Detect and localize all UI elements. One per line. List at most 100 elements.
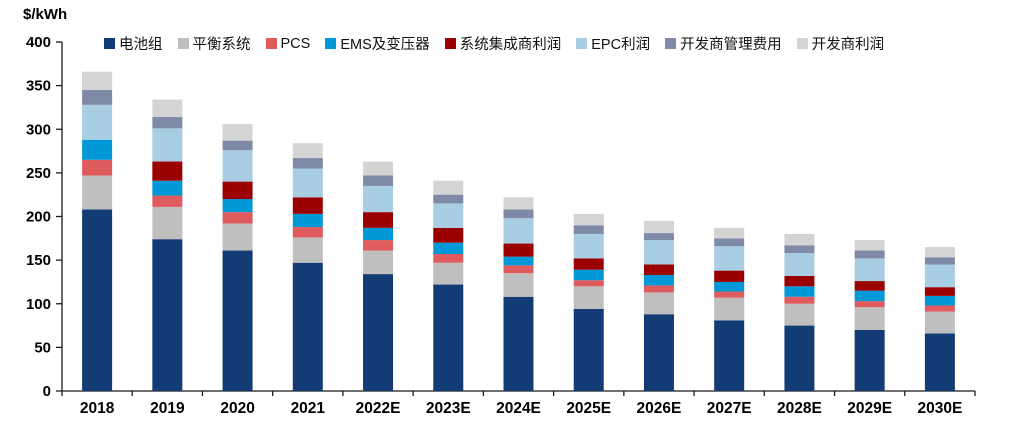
bar-segment — [714, 270, 745, 282]
bar-segment — [503, 256, 534, 266]
bar-segment — [924, 333, 955, 391]
bar-segment — [854, 301, 885, 308]
bar-segment — [222, 140, 253, 151]
bar-segment — [854, 290, 885, 302]
bar-segment — [714, 281, 745, 292]
bar-segment — [363, 250, 394, 275]
legend-swatch-icon — [177, 38, 189, 49]
bar-segment — [784, 303, 815, 326]
bar-segment — [152, 117, 183, 129]
bar-segment — [222, 181, 253, 200]
bar-segment — [292, 262, 323, 391]
chart-legend: 电池组 平衡系统 PCS EMS及变压器 系统集成商利润 EPC利润 开发商管理费用 开发商利… — [104, 33, 899, 54]
x-tick-label: 2024E — [496, 400, 541, 417]
bar-segment — [854, 307, 885, 330]
bar-segment — [292, 213, 323, 227]
legend-label: 平衡系统 — [192, 37, 251, 53]
bar-segment — [854, 329, 885, 391]
bar-segment — [643, 285, 674, 293]
bar-segment — [82, 104, 113, 140]
bar-segment — [643, 220, 674, 234]
bar-segment — [363, 161, 394, 176]
legend-label: 开发商管理费用 — [680, 37, 782, 53]
y-tick-label: 0 — [43, 383, 51, 400]
bar-segment — [643, 314, 674, 391]
legend-swatch-icon — [796, 38, 808, 49]
x-tick-label: 2018 — [80, 400, 115, 417]
bar-segment — [573, 269, 604, 281]
legend-swatch-icon — [444, 38, 456, 49]
legend-item: 开发商管理费用 — [665, 33, 782, 54]
legend-swatch-icon — [325, 38, 337, 49]
bar-segment — [152, 180, 183, 196]
bar-segment — [292, 226, 323, 238]
legend-item: 电池组 — [104, 33, 163, 54]
y-tick-label: 50 — [34, 339, 51, 356]
bar-segment — [363, 175, 394, 186]
bar-segment — [292, 158, 323, 169]
legend-label: 系统集成商利润 — [459, 37, 562, 53]
y-tick-label: 400 — [26, 34, 51, 51]
bar-segment — [222, 150, 253, 182]
legend-item: EMS及变压器 — [325, 33, 430, 54]
x-tick-label: 2029E — [847, 400, 892, 417]
bar-segment — [363, 240, 394, 251]
legend-swatch-icon — [104, 38, 115, 49]
x-tick-label: 2021 — [291, 400, 326, 417]
bar-segment — [292, 168, 323, 198]
bar-segment — [433, 262, 464, 285]
bar-segment — [503, 265, 534, 274]
bar-segment — [643, 292, 674, 315]
x-tick-label: 2020 — [220, 400, 254, 417]
x-tick-label: 2026E — [637, 400, 682, 417]
legend-item: 系统集成商利润 — [444, 33, 562, 54]
bar-segment — [152, 195, 183, 207]
bar-segment — [222, 223, 253, 251]
bar-segment — [924, 257, 955, 265]
bar-segment — [433, 284, 464, 391]
y-tick-label: 200 — [26, 209, 51, 226]
legend-label: 电池组 — [119, 37, 163, 53]
bar-segment — [924, 311, 955, 334]
bar-segment — [854, 258, 885, 282]
bar-segment — [363, 274, 394, 391]
bar-segment — [222, 212, 253, 224]
bar-segment — [433, 194, 464, 204]
bar-segment — [643, 264, 674, 275]
bar-segment — [924, 264, 955, 288]
bar-segment — [433, 242, 464, 255]
legend-label: PCS — [280, 35, 311, 52]
bar-segment — [784, 275, 815, 287]
bar-segment — [503, 218, 534, 244]
legend-swatch-icon — [265, 38, 277, 49]
x-tick-label: 2027E — [707, 400, 752, 417]
legend-item: 开发商利润 — [796, 33, 884, 54]
bar-segment — [784, 296, 815, 304]
bar-segment — [503, 243, 534, 257]
bar-segment — [643, 233, 674, 241]
bar-segment — [82, 175, 113, 210]
bar-segment — [854, 250, 885, 259]
bar-segment — [503, 209, 534, 219]
bar-segment — [924, 305, 955, 312]
bar-segment — [152, 239, 183, 391]
bar-segment — [714, 238, 745, 247]
legend-item: EPC利润 — [576, 33, 650, 54]
y-axis-title: $/kWh — [23, 6, 68, 23]
bar-segment — [82, 89, 113, 105]
bar-segment — [152, 99, 183, 118]
bar-segment — [643, 240, 674, 265]
bar-segment — [363, 212, 394, 228]
bar-segment — [573, 258, 604, 270]
bar-segment — [573, 213, 604, 226]
bar-segment — [573, 280, 604, 287]
bar-segment — [222, 124, 253, 141]
bar-segment — [573, 308, 604, 391]
y-tick-label: 250 — [26, 165, 51, 182]
x-tick-label: 2028E — [777, 400, 822, 417]
bar-segment — [433, 254, 464, 263]
bar-segment — [222, 250, 253, 391]
bar-segment — [784, 325, 815, 391]
bar-segment — [714, 246, 745, 271]
